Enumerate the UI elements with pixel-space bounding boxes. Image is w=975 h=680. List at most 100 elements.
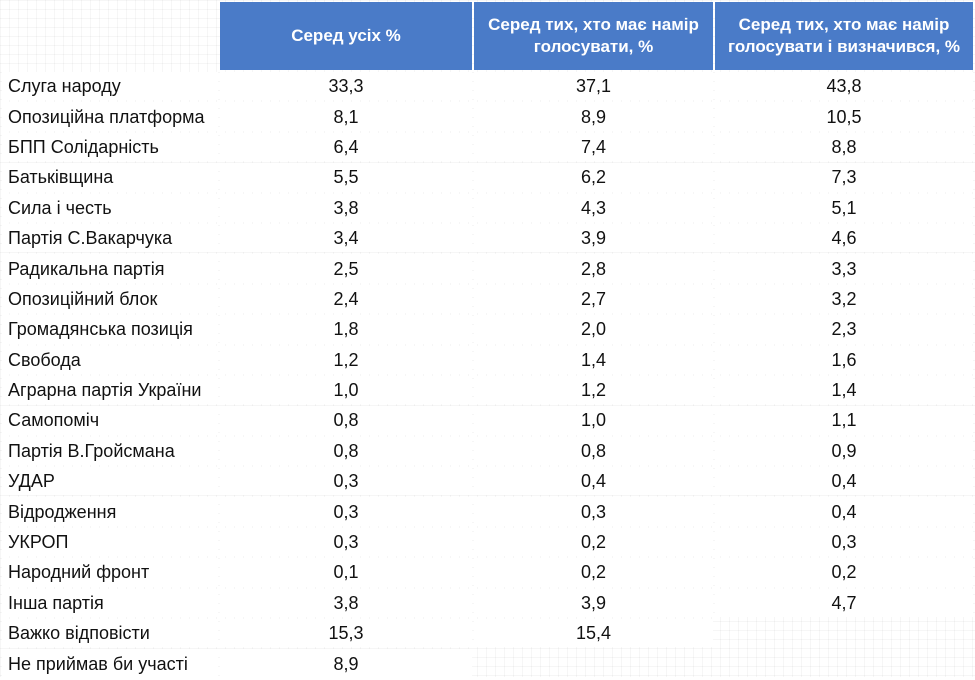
- value-cell-v3: 1,4: [715, 375, 973, 405]
- value-cell-v1: 1,8: [220, 315, 472, 344]
- table-body: Слуга народу 33,3 37,1 43,8 Опозиційна платф…: [2, 72, 973, 678]
- table-row: Відродження 0,3 0,3 0,4: [2, 497, 973, 526]
- party-name-cell: УДАР: [2, 467, 218, 496]
- table-row: Громадянська позиція 1,8 2,0 2,3: [2, 315, 973, 344]
- header-row: Серед усіх % Серед тих, хто має намір го…: [2, 2, 973, 70]
- value-cell-v3: 3,3: [715, 254, 973, 283]
- party-name-cell: Опозиційний блок: [2, 284, 218, 314]
- party-name-cell: Не приймав би участі: [2, 649, 218, 678]
- value-cell-v2: 15,4: [474, 619, 713, 648]
- value-cell-v1: 0,3: [220, 527, 472, 557]
- party-name-cell: Відродження: [2, 497, 218, 526]
- table-row: Інша партія 3,8 3,9 4,7: [2, 588, 973, 618]
- party-name-cell: Народний фронт: [2, 558, 218, 587]
- value-cell-v3: 3,2: [715, 284, 973, 314]
- empty-cell: [715, 649, 973, 677]
- value-cell-v2: 0,2: [474, 558, 713, 587]
- value-cell-v1: 0,8: [220, 436, 472, 466]
- party-name-cell: Слуга народу: [2, 72, 218, 101]
- table-row: Важко відповісти 15,3 15,4: [2, 619, 973, 648]
- party-name-cell: Свобода: [2, 345, 218, 374]
- value-cell-v3: 0,2: [715, 558, 973, 587]
- value-cell-v2: 7,4: [474, 132, 713, 162]
- value-cell-v3: 4,7: [715, 588, 973, 618]
- value-cell-v2: 1,2: [474, 375, 713, 405]
- value-cell-v2: 0,2: [474, 527, 713, 557]
- value-cell-v2: 8,9: [474, 102, 713, 131]
- table-row: БПП Солідарність 6,4 7,4 8,8: [2, 132, 973, 162]
- value-cell-v1: 2,4: [220, 284, 472, 314]
- table-row: Народний фронт 0,1 0,2 0,2: [2, 558, 973, 587]
- value-cell-v3: 1,1: [715, 406, 973, 435]
- table-row: Партія В.Гройсмана 0,8 0,8 0,9: [2, 436, 973, 466]
- value-cell-v1: 6,4: [220, 132, 472, 162]
- table-row: Опозиційний блок 2,4 2,7 3,2: [2, 284, 973, 314]
- value-cell-v3: 0,9: [715, 436, 973, 466]
- value-cell-v3: 4,6: [715, 223, 973, 253]
- party-name-cell: Партія В.Гройсмана: [2, 436, 218, 466]
- header-intend-to-vote: Серед тих, хто має намір голосувати, %: [474, 2, 713, 70]
- empty-cell: [474, 649, 713, 677]
- value-cell-v3: 2,3: [715, 315, 973, 344]
- value-cell-v1: 3,4: [220, 223, 472, 253]
- table-row: Радикальна партія 2,5 2,8 3,3: [2, 254, 973, 283]
- value-cell-v1: 3,8: [220, 193, 472, 222]
- value-cell-v1: 0,3: [220, 467, 472, 496]
- table-row: Самопоміч 0,8 1,0 1,1: [2, 406, 973, 435]
- value-cell-v3: 43,8: [715, 72, 973, 101]
- value-cell-v1: 1,0: [220, 375, 472, 405]
- value-cell-v2: 3,9: [474, 223, 713, 253]
- party-name-cell: БПП Солідарність: [2, 132, 218, 162]
- value-cell-v1: 0,3: [220, 497, 472, 526]
- party-name-cell: Інша партія: [2, 588, 218, 618]
- table-row: Партія С.Вакарчука 3,4 3,9 4,6: [2, 223, 973, 253]
- party-name-cell: Сила і честь: [2, 193, 218, 222]
- value-cell-v3: 5,1: [715, 193, 973, 222]
- value-cell-v1: 0,1: [220, 558, 472, 587]
- party-name-cell: Аграрна партія України: [2, 375, 218, 405]
- value-cell-v1: 5,5: [220, 163, 472, 192]
- value-cell-v3: 1,6: [715, 345, 973, 374]
- value-cell-v2: 0,4: [474, 467, 713, 496]
- value-cell-v2: 0,8: [474, 436, 713, 466]
- value-cell-v2: 1,0: [474, 406, 713, 435]
- table-row: Сила і честь 3,8 4,3 5,1: [2, 193, 973, 222]
- party-name-cell: Самопоміч: [2, 406, 218, 435]
- value-cell-v1: 1,2: [220, 345, 472, 374]
- table-row: Опозиційна платформа 8,1 8,9 10,5: [2, 102, 973, 131]
- value-cell-v3: 10,5: [715, 102, 973, 131]
- value-cell-v2: 0,3: [474, 497, 713, 526]
- value-cell-v2: 37,1: [474, 72, 713, 101]
- table-row: Аграрна партія України 1,0 1,2 1,4: [2, 375, 973, 405]
- value-cell-v1: 2,5: [220, 254, 472, 283]
- value-cell-v2: 1,4: [474, 345, 713, 374]
- table-row: Свобода 1,2 1,4 1,6: [2, 345, 973, 374]
- value-cell-v2: 3,9: [474, 588, 713, 618]
- party-name-cell: Радикальна партія: [2, 254, 218, 283]
- header-intend-and-decided: Серед тих, хто має намір голосувати і ви…: [715, 2, 973, 70]
- table-row: УДАР 0,3 0,4 0,4: [2, 467, 973, 496]
- party-name-cell: Партія С.Вакарчука: [2, 223, 218, 253]
- header-all-respondents: Серед усіх %: [220, 2, 472, 70]
- party-name-cell: Громадянська позиція: [2, 315, 218, 344]
- value-cell-v2: 4,3: [474, 193, 713, 222]
- value-cell-v3: 8,8: [715, 132, 973, 162]
- table-row: Слуга народу 33,3 37,1 43,8: [2, 72, 973, 101]
- party-name-cell: Опозиційна платформа: [2, 102, 218, 131]
- value-cell-v3: 0,3: [715, 527, 973, 557]
- value-cell-v2: 2,0: [474, 315, 713, 344]
- header-corner-cell: [2, 2, 218, 70]
- value-cell-v2: 6,2: [474, 163, 713, 192]
- value-cell-v3: 0,4: [715, 497, 973, 526]
- empty-cell: [715, 619, 973, 647]
- value-cell-v1: 3,8: [220, 588, 472, 618]
- value-cell-v3: 0,4: [715, 467, 973, 496]
- party-name-cell: Батьківщина: [2, 163, 218, 192]
- value-cell-v1: 8,9: [220, 649, 472, 678]
- value-cell-v1: 8,1: [220, 102, 472, 131]
- table-row: Батьківщина 5,5 6,2 7,3: [2, 163, 973, 192]
- value-cell-v1: 0,8: [220, 406, 472, 435]
- value-cell-v2: 2,7: [474, 284, 713, 314]
- value-cell-v3: 7,3: [715, 163, 973, 192]
